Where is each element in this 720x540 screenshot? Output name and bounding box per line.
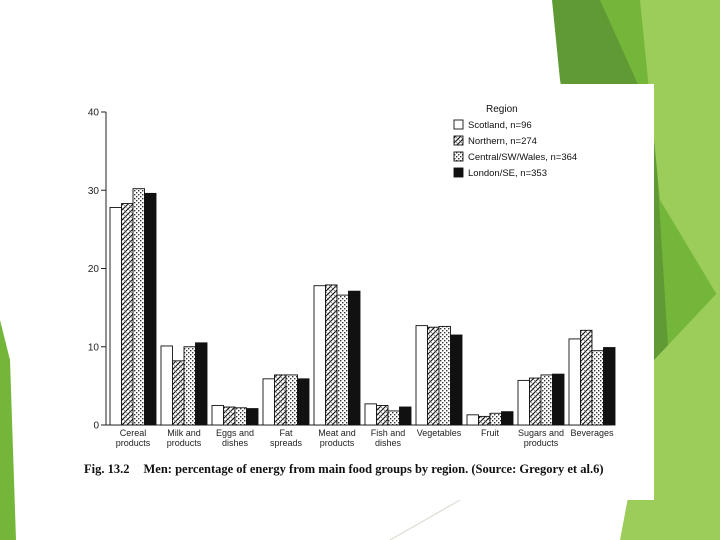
x-tick-label: Fish and [371,428,406,438]
bar [195,342,208,426]
x-tick-label: Milk and [167,428,201,438]
bar [540,374,553,426]
y-tick-label: 30 [88,186,100,197]
bar [262,378,275,426]
bar [364,403,377,426]
figure-caption: Fig. 13.2 Men: percentage of energy from … [84,462,644,477]
x-tick-label: Cereal [120,428,147,438]
bars-group [109,188,616,426]
bar [297,378,310,426]
bar [325,284,338,426]
x-tick-label: products [116,438,151,448]
bar [348,290,361,426]
bar [568,338,581,426]
x-tick-label: Eggs and [216,428,254,438]
x-tick-label: Fruit [481,428,499,438]
bar [466,414,479,426]
y-tick-label: 40 [88,108,100,119]
bar [234,407,247,426]
bar [489,412,502,426]
bar [529,377,542,426]
bar [438,325,451,426]
bar [580,329,593,426]
deco-green-band-light [640,0,720,300]
x-tick-label: Sugars and [518,428,564,438]
bar [274,374,287,426]
x-tick-label: dishes [222,438,249,448]
x-tick-label: Fat [279,428,293,438]
bar [246,408,259,426]
bar [591,350,604,426]
x-tick-label: spreads [270,438,303,448]
x-tick-label: Vegetables [417,428,462,438]
bar [160,345,173,426]
legend: Region Scotland, n=96 Northern, n=274 Centr… [453,104,577,179]
figure-number: Fig. 13.2 [84,462,130,476]
bar [144,192,157,426]
x-tick-label: products [524,438,559,448]
bar [336,294,349,426]
legend-label: London/SE, n=353 [468,168,547,179]
figure-panel: 0 10 20 30 40 Cereal products Milk and products… [68,84,654,500]
bar [183,346,196,426]
deco-thin-line [389,499,461,540]
x-tick-label: products [320,438,355,448]
legend-label: Northern, n=274 [468,136,537,147]
figure-caption-text: Men: percentage of energy from main food… [143,462,604,476]
y-tick-label: 20 [88,264,100,275]
bar [109,207,122,426]
bar [517,379,530,426]
bar [603,347,616,426]
bar [285,374,298,426]
legend-swatch [453,119,464,130]
legend-swatch [453,167,464,178]
bar [132,188,145,426]
x-tick-label: dishes [375,438,402,448]
legend-swatch [453,151,464,162]
legend-label: Scotland, n=96 [468,120,532,131]
bar [211,404,224,426]
x-tick-label: Meat and [318,428,356,438]
legend-title: Region [486,104,518,115]
deco-green-sliver-left [0,320,16,540]
bar [172,360,185,426]
bar [427,326,440,426]
legend-swatch [453,135,464,146]
bar [552,373,565,426]
x-tick-label: products [167,438,202,448]
bar [501,411,514,426]
x-tick-label: Beverages [570,428,614,438]
bar [450,334,463,426]
bar [478,415,491,426]
bar [121,203,134,426]
bar [223,406,236,426]
legend-label: Central/SW/Wales, n=364 [468,152,577,163]
bar [415,325,428,426]
y-tick-label: 0 [93,421,99,432]
y-tick-label: 10 [88,342,100,353]
bar [313,285,326,426]
bar [399,406,412,426]
bar [376,404,389,426]
bar [387,410,400,426]
